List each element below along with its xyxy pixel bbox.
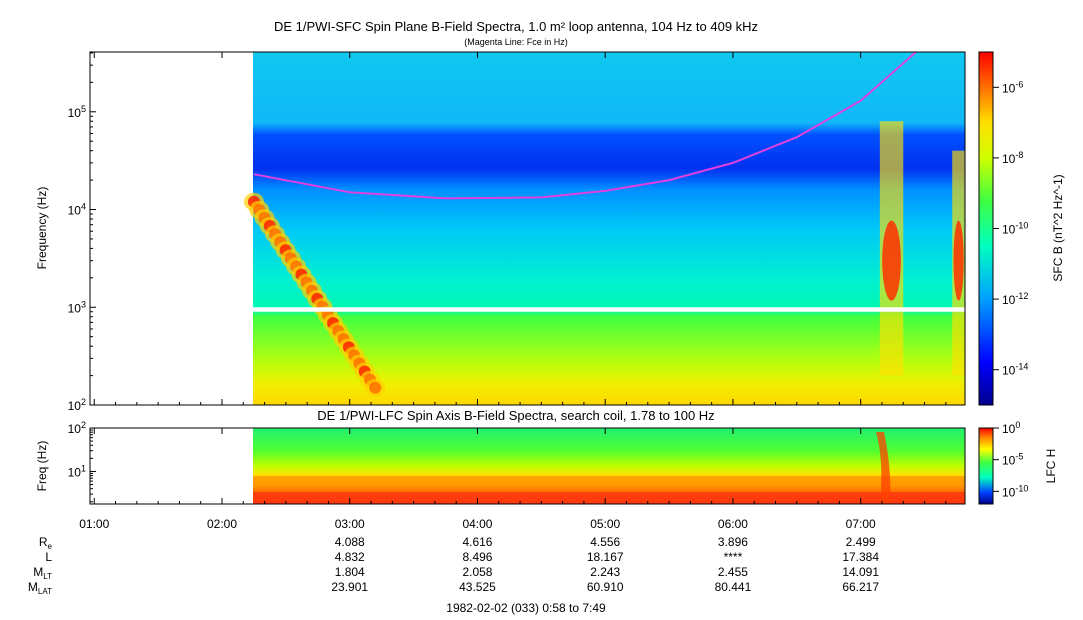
panel1-subtitle: (Magenta Line: Fce in Hz)	[464, 37, 568, 47]
time-axis: 01:00 02:00 03:00 04:00 05:00 06:00 07:00	[79, 52, 947, 531]
ephemeris-value: 4.832	[335, 550, 365, 564]
panel2-heatmap	[253, 428, 965, 504]
ephemeris-value: 17.384	[842, 550, 879, 564]
burst-core-1	[953, 220, 964, 301]
y-tick-label: 102	[68, 420, 86, 436]
panel1-y-axis: 102 103 104 105	[68, 52, 96, 413]
colorbar-tick-label: 10-10	[1002, 221, 1028, 237]
y-tick-label: 103	[68, 299, 86, 315]
ephemeris-value: 80.441	[715, 580, 752, 594]
ephemeris-value: 4.556	[590, 535, 620, 549]
ephemeris-value: 4.616	[462, 535, 492, 549]
panel2-y-axis: 101 102	[68, 420, 96, 503]
ephemeris-row-label: L	[45, 550, 52, 564]
x-tick-label: 04:00	[462, 517, 492, 531]
panel1-plot: 102 103 104 105 Frequency (Hz)	[35, 51, 966, 413]
panel2-y-label: Freq (Hz)	[35, 441, 49, 492]
emission-core	[369, 381, 382, 394]
colorbar-tick-label: 10-10	[1002, 483, 1028, 499]
panel1-spectrum-background	[253, 52, 965, 405]
y-tick-label: 102	[68, 397, 86, 413]
colorbar-tick-label: 10-6	[1002, 79, 1023, 95]
colorbar-tick-label: 10-14	[1002, 362, 1028, 378]
panel2-colorbar-scale	[978, 427, 994, 505]
panel1-heatmap	[243, 51, 965, 405]
ephemeris-value: 2.499	[846, 535, 876, 549]
x-tick-label: 05:00	[590, 517, 620, 531]
panel2-title: DE 1/PWI-LFC Spin Axis B-Field Spectra, …	[317, 408, 714, 423]
panel1-y-label: Frequency (Hz)	[35, 187, 49, 270]
fce-line	[253, 51, 917, 200]
panel2-plot: 101 102 Freq (Hz)	[35, 420, 966, 505]
colorbar-tick-label: 10-5	[1002, 452, 1023, 468]
ephemeris-row-label: Re	[39, 535, 53, 551]
ephemeris-value: 4.088	[335, 535, 365, 549]
panel2-band-red	[253, 492, 965, 504]
ephemeris-row-label: MLT	[33, 565, 52, 581]
colorbar-tick-label: 10-8	[1002, 150, 1023, 166]
colorbar-tick-label: 100	[1002, 420, 1020, 436]
x-tick-label: 03:00	[335, 517, 365, 531]
panel2-band-orange	[253, 476, 965, 486]
x-tick-label: 07:00	[846, 517, 876, 531]
ephemeris-value: 8.496	[462, 550, 492, 564]
x-tick-label: 06:00	[718, 517, 748, 531]
ephemeris-value: 14.091	[842, 565, 879, 579]
x-tick-label: 01:00	[79, 517, 109, 531]
panel2-burst	[876, 432, 891, 504]
ephemeris-value: 2.243	[590, 565, 620, 579]
ephemeris-value: 18.167	[587, 550, 624, 564]
ephemeris-table: Re 4.088 4.616 4.556 3.896 2.499 L 4.832 8.496 18…	[28, 535, 879, 596]
panel2-colorbar-label: LFC H	[1044, 449, 1058, 484]
panel1-colorbar-scale	[978, 51, 994, 406]
panel1-colorbar-ticks: 10-6 10-8 10-10 10-12 10-14	[993, 79, 1028, 378]
panel1-data-gap	[253, 307, 965, 312]
x-tick-label: 02:00	[207, 517, 237, 531]
panel1-colorbar-label: SFC B (nT^2 Hz^-1)	[1051, 174, 1065, 281]
time-range-footer: 1982-02-02 (033) 0:58 to 7:49	[446, 601, 606, 615]
panel2-colorbar: 100 10-5 10-10 LFC H	[978, 420, 1058, 505]
ephemeris-value: 3.896	[718, 535, 748, 549]
ephemeris-row-label: MLAT	[28, 580, 52, 596]
panel2-spectrum-background	[253, 428, 965, 504]
ephemeris-value: 43.525	[459, 580, 496, 594]
ephemeris-value: 23.901	[331, 580, 368, 594]
panel1-title: DE 1/PWI-SFC Spin Plane B-Field Spectra,…	[274, 19, 758, 34]
ephemeris-value: ****	[724, 550, 743, 564]
ephemeris-value: 60.910	[587, 580, 624, 594]
y-tick-label: 101	[68, 463, 86, 479]
ephemeris-value: 66.217	[842, 580, 879, 594]
ephemeris-value: 2.455	[718, 565, 748, 579]
panel1-colorbar: 10-6 10-8 10-10 10-12 10-14 SFC B (nT^2 Hz^-…	[978, 51, 1065, 406]
ephemeris-value: 2.058	[462, 565, 492, 579]
y-tick-label: 104	[68, 202, 86, 218]
ephemeris-value: 1.804	[335, 565, 365, 579]
burst-core-0	[882, 220, 901, 301]
panel2-frame	[89, 427, 966, 505]
panel2-colorbar-ticks: 100 10-5 10-10	[993, 420, 1028, 499]
panel1-frame	[89, 51, 966, 406]
y-tick-label: 105	[68, 104, 86, 120]
colorbar-tick-label: 10-12	[1002, 291, 1028, 307]
